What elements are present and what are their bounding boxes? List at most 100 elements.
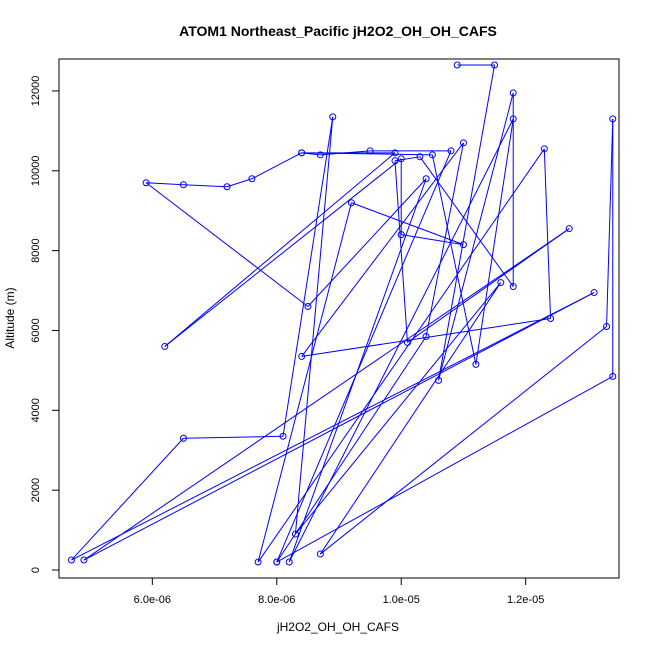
data-point	[609, 115, 617, 123]
data-point	[609, 372, 617, 380]
data-point	[80, 556, 88, 564]
series-points	[67, 61, 617, 566]
series-line-segment	[226, 178, 253, 188]
data-point	[472, 360, 480, 368]
series-line-segment	[276, 336, 427, 563]
series-line-segment	[83, 292, 595, 561]
series-line-segment	[475, 118, 514, 365]
data-point	[397, 155, 405, 163]
data-point	[273, 558, 281, 566]
series-line-segment	[257, 202, 352, 563]
series-line-segment	[438, 92, 514, 381]
series-line-segment	[294, 116, 334, 535]
data-point	[509, 89, 517, 97]
chart-title: ATOM1 Northeast_Pacific jH2O2_OH_OH_CAFS	[179, 23, 497, 39]
series-line-segment	[183, 435, 284, 439]
data-point	[547, 315, 555, 322]
series-line-segment	[419, 156, 514, 287]
data-point	[603, 322, 611, 330]
data-point	[142, 179, 150, 187]
data-point	[497, 279, 505, 287]
data-point	[391, 149, 399, 157]
series-line-segment	[301, 318, 551, 357]
series-line-segment	[282, 116, 334, 437]
data-point	[453, 61, 461, 69]
data-point	[304, 303, 312, 311]
data-point	[366, 147, 374, 155]
series-line-segment	[164, 152, 396, 347]
data-point	[428, 151, 436, 159]
series-line-segment	[257, 148, 545, 563]
y-tick-label: 12000	[30, 76, 42, 107]
series-line-segment	[431, 154, 477, 365]
series-line-segment	[319, 282, 502, 555]
data-point	[347, 199, 355, 207]
data-point	[416, 153, 424, 161]
series-line-segment	[251, 152, 302, 180]
y-tick-label: 6000	[30, 318, 42, 342]
data-point	[397, 231, 405, 239]
series-line-segment	[288, 178, 427, 563]
x-tick-label: 8.0e-06	[258, 594, 295, 606]
y-tick-label: 4000	[30, 398, 42, 422]
x-tick-label: 1.2e-05	[507, 594, 544, 606]
series-line-segment	[438, 64, 496, 381]
data-point	[509, 115, 517, 123]
series-line-segment	[401, 234, 464, 246]
series-line-segment	[183, 184, 228, 188]
data-point	[435, 376, 443, 384]
data-point	[422, 175, 430, 183]
data-point	[179, 434, 187, 442]
data-point	[223, 183, 231, 191]
series-lines	[71, 64, 614, 563]
series-line-segment	[145, 182, 309, 307]
series-line-segment	[146, 182, 184, 186]
data-point	[67, 556, 75, 564]
data-point	[254, 558, 262, 566]
series-line-segment	[307, 178, 427, 307]
data-point	[329, 113, 337, 121]
series-line-segment	[164, 158, 402, 347]
data-point	[491, 61, 499, 69]
series-line-segment	[425, 142, 464, 337]
data-point	[540, 145, 548, 153]
x-axis: 6.0e-06 8.0e-06 1.0e-05 1.2e-05	[134, 577, 544, 606]
data-point	[391, 157, 399, 165]
series-line-segment	[83, 228, 570, 561]
data-point	[459, 241, 467, 249]
data-point	[459, 139, 467, 147]
series-line-segment	[301, 142, 464, 357]
data-point	[316, 550, 324, 558]
data-point	[422, 332, 430, 340]
series-line-segment	[288, 118, 514, 563]
data-point	[248, 175, 256, 183]
series-line-segment	[71, 437, 184, 561]
y-tick-label: 0	[30, 567, 42, 573]
data-point	[447, 147, 455, 155]
data-point	[316, 151, 324, 159]
x-tick-label: 6.0e-06	[134, 594, 171, 606]
data-point	[298, 149, 306, 157]
data-point	[285, 558, 293, 566]
data-point	[291, 530, 299, 538]
y-tick-label: 2000	[30, 478, 42, 502]
data-point	[565, 225, 573, 233]
data-point	[298, 352, 306, 360]
x-axis-label: jH2O2_OH_OH_CAFS	[276, 620, 399, 634]
series-line-segment	[394, 160, 408, 343]
data-point	[279, 432, 287, 440]
series-line-segment	[295, 282, 502, 535]
y-axis: 0 2000 4000 6000 8000 10000 12000	[30, 76, 60, 573]
series-line-segment	[276, 375, 614, 563]
y-axis-label: Altitude (m)	[3, 287, 17, 348]
data-point	[590, 289, 598, 297]
plot-frame	[58, 58, 620, 579]
data-point	[509, 283, 517, 291]
x-tick-label: 1.0e-05	[383, 594, 420, 606]
y-tick-label: 8000	[30, 238, 42, 262]
series-line-segment	[606, 118, 614, 327]
series-line-segment	[320, 326, 607, 555]
series-line-segment	[71, 292, 595, 561]
y-tick-label: 10000	[30, 155, 42, 186]
